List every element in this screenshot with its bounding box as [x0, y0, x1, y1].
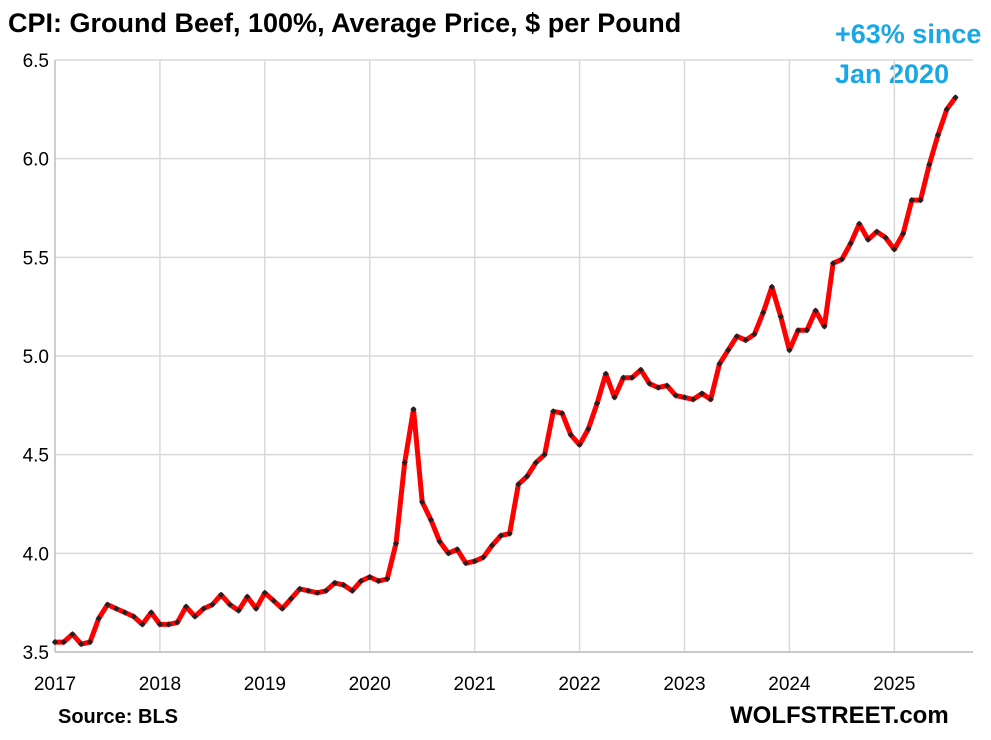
data-point	[357, 577, 365, 585]
data-point	[576, 441, 583, 448]
y-tick-label: 3.5	[23, 643, 49, 664]
data-point	[200, 605, 207, 612]
x-tick-labels: 2017 2018 2019 2020 2021 2022 2023 2024 2025	[34, 674, 916, 695]
source-label: Source: BLS	[58, 706, 179, 728]
y-tick-label: 5.5	[23, 248, 49, 269]
data-point	[523, 473, 531, 480]
data-point	[829, 260, 837, 267]
x-tick-label: 2021	[454, 674, 496, 695]
data-point	[716, 360, 723, 368]
data-point	[567, 431, 574, 439]
data-point	[113, 605, 120, 612]
annotation-line-2: Jan 2020	[835, 59, 950, 89]
data-point	[821, 323, 828, 330]
data-point	[287, 595, 295, 602]
data-point	[611, 394, 618, 401]
data-point	[454, 546, 461, 553]
y-tick-label: 6.0	[23, 150, 49, 171]
data-point	[733, 333, 741, 340]
data-point	[401, 459, 408, 466]
data-point	[690, 396, 697, 403]
series-line	[52, 95, 958, 647]
data-point	[226, 601, 234, 608]
data-point	[78, 640, 85, 648]
data-point	[794, 327, 802, 334]
annotation-line-1: +63% since	[835, 19, 982, 49]
x-tick-label: 2020	[349, 674, 391, 695]
x-tick-label: 2024	[768, 674, 811, 695]
y-tick-label: 4.5	[23, 446, 49, 467]
y-tick-labels: 3.5 4.0 4.5 5.0 5.5 6.0 6.5	[23, 51, 49, 664]
x-tick-label: 2018	[139, 674, 181, 695]
data-point	[471, 558, 478, 565]
data-point	[375, 577, 382, 585]
data-point	[593, 400, 601, 407]
data-point	[217, 591, 225, 598]
gridlines	[55, 59, 973, 653]
data-point	[707, 396, 714, 403]
data-point	[104, 601, 111, 608]
chart-title: CPI: Ground Beef, 100%, Average Price, $…	[8, 8, 682, 38]
y-tick-label: 5.0	[23, 347, 49, 368]
data-point	[392, 540, 400, 547]
data-point	[366, 573, 373, 581]
brand-label: WOLFSTREET.com	[730, 702, 949, 729]
data-point	[488, 542, 496, 549]
data-point	[235, 607, 242, 614]
data-point	[340, 581, 347, 589]
x-tick-label: 2023	[663, 674, 705, 695]
x-tick-label: 2017	[34, 674, 76, 695]
data-point	[270, 597, 277, 604]
data-point	[602, 370, 609, 377]
data-point	[182, 603, 190, 610]
data-point	[838, 256, 846, 263]
data-point	[550, 408, 557, 415]
data-point	[384, 575, 391, 583]
x-tick-label: 2022	[558, 674, 600, 695]
y-tick-label: 4.0	[23, 544, 49, 565]
data-point	[209, 601, 216, 608]
series-group	[52, 95, 958, 647]
data-point	[305, 587, 312, 594]
data-point	[681, 394, 688, 401]
data-point	[86, 638, 94, 646]
data-point	[436, 538, 443, 545]
data-point	[322, 587, 330, 594]
x-tick-label: 2025	[873, 674, 915, 695]
data-point	[515, 481, 522, 488]
marker-group	[51, 94, 959, 648]
data-point	[768, 283, 776, 291]
data-point	[419, 498, 426, 506]
data-point	[803, 327, 811, 334]
data-point	[751, 331, 758, 338]
growth-annotation: +63% since Jan 2020	[835, 14, 981, 94]
axes	[54, 60, 973, 653]
data-point	[637, 366, 644, 373]
y-tick-label: 6.5	[23, 51, 49, 72]
x-tick-label: 2019	[244, 674, 286, 695]
data-point	[410, 406, 417, 413]
